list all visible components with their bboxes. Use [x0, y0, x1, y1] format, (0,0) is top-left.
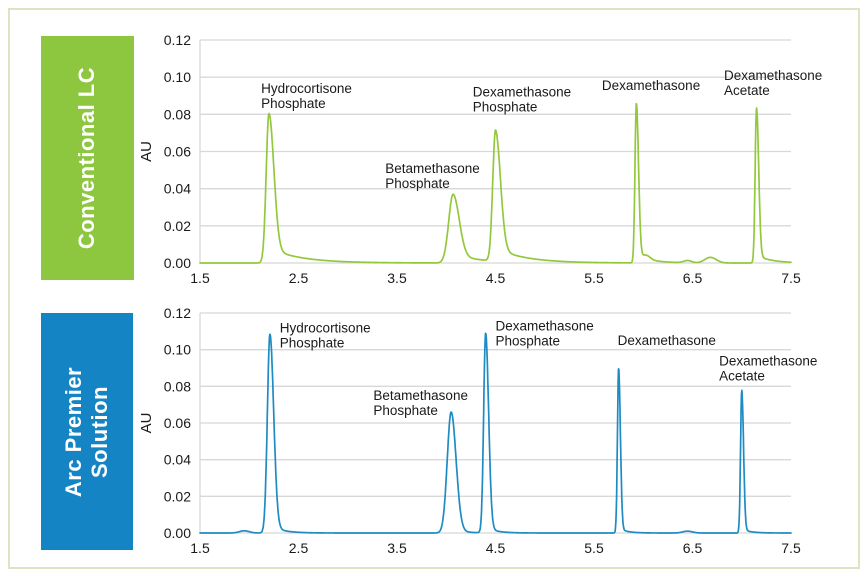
x-tick-label: 7.5	[781, 540, 801, 556]
peak-label: Betamethasone Phosphate	[385, 161, 480, 191]
x-tick-label: 2.5	[289, 540, 309, 556]
x-tick-labels: 1.5 2.5 3.5 4.5 5.5 6.5 7.5	[190, 270, 801, 286]
peak-label: Dexamethasone Acetate	[719, 353, 817, 383]
x-tick-label: 4.5	[486, 540, 506, 556]
panel-label-arc-premier-solution: Arc Premier Solution	[41, 313, 133, 550]
x-tick-label: 3.5	[387, 540, 407, 556]
x-tick-label: 5.5	[584, 270, 604, 286]
y-axis-title: AU	[138, 413, 155, 434]
peak-label: Hydrocortisone Phosphate	[280, 320, 371, 350]
y-tick-label: 0.06	[164, 415, 191, 431]
peak-label: Dexamethasone	[602, 78, 700, 93]
y-tick-label: 0.02	[164, 218, 191, 234]
y-tick-label: 0.04	[164, 452, 191, 468]
y-tick-label: 0.10	[164, 342, 191, 358]
y-tick-label: 0.12	[164, 32, 191, 48]
y-tick-label: 0.04	[164, 181, 191, 197]
x-tick-label: 1.5	[190, 270, 210, 286]
x-tick-label: 1.5	[190, 540, 210, 556]
peak-label: Betamethasone Phosphate	[373, 388, 468, 418]
x-tick-label: 6.5	[683, 540, 703, 556]
chart-conventional-lc: 0.00 0.02 0.04 0.06 0.08 0.10 0.12 1.5 2.5 3.5 4.5…	[138, 32, 822, 286]
x-tick-label: 3.5	[387, 270, 407, 286]
peak-label: Dexamethasone	[618, 333, 716, 348]
chromatogram-trace	[199, 102, 792, 264]
peak-label: Dexamethasone Phosphate	[496, 319, 594, 349]
y-axis-title: AU	[138, 141, 155, 162]
x-tick-label: 5.5	[584, 540, 604, 556]
chart-arc-premier: 0.00 0.02 0.04 0.06 0.08 0.10 0.12 1.5 2.5 3.5 4.5…	[138, 305, 817, 556]
peak-label: Dexamethasone Acetate	[724, 68, 822, 98]
peak-label: Hydrocortisone Phosphate	[261, 81, 352, 111]
y-tick-label: 0.06	[164, 144, 191, 160]
peak-label: Dexamethasone Phosphate	[473, 85, 571, 115]
gridlines	[200, 39, 791, 264]
y-tick-labels: 0.00 0.02 0.04 0.06 0.08 0.10 0.12	[164, 32, 191, 271]
y-tick-label: 0.00	[164, 255, 191, 271]
peak-annotations: Hydrocortisone Phosphate Betamethasone Phos…	[280, 319, 818, 419]
y-tick-labels: 0.00 0.02 0.04 0.06 0.08 0.10 0.12	[164, 305, 191, 541]
y-tick-label: 0.10	[164, 69, 191, 85]
x-tick-label: 7.5	[781, 270, 801, 286]
y-tick-label: 0.08	[164, 106, 191, 122]
x-tick-label: 2.5	[289, 270, 309, 286]
panel-label-conventional-lc: Conventional LC	[41, 36, 134, 280]
y-tick-label: 0.08	[164, 378, 191, 394]
y-tick-label: 0.12	[164, 305, 191, 321]
y-tick-label: 0.00	[164, 525, 191, 541]
x-tick-label: 6.5	[683, 270, 703, 286]
peak-annotations: Hydrocortisone Phosphate Betamethasone Phos…	[261, 68, 822, 191]
x-tick-label: 4.5	[486, 270, 506, 286]
chromatogram-trace	[199, 332, 792, 534]
y-tick-label: 0.02	[164, 488, 191, 504]
x-tick-labels: 1.5 2.5 3.5 4.5 5.5 6.5 7.5	[190, 540, 801, 556]
